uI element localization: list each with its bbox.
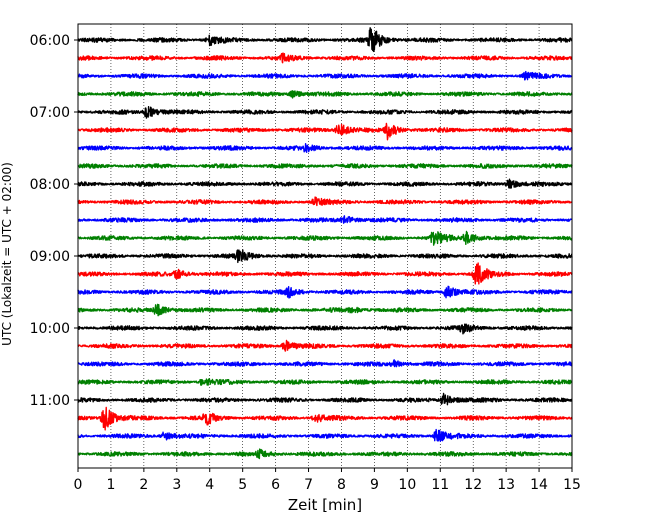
trace-0715: [77, 122, 573, 141]
trace-1000: [77, 323, 573, 335]
trace-0700: [77, 106, 573, 119]
seismogram-traces: [77, 27, 573, 460]
x-axis-ticks: 0 1 2 3 4 5 6 7 8 9 10 11 12 13 14 15: [74, 468, 581, 493]
x-tick-label: 5: [238, 477, 247, 493]
x-tick-label: 4: [205, 477, 214, 493]
x-tick-label: 12: [464, 477, 482, 493]
y-axis-label: UTC (Lokalzeit = UTC + 02:00): [0, 162, 14, 346]
trace-0645: [77, 90, 573, 99]
x-tick-label: 6: [271, 477, 280, 493]
trace-0630: [77, 70, 573, 81]
trace-0615: [77, 52, 573, 64]
y-tick-label: 06:00: [30, 33, 70, 49]
y-axis-ticks: 06:00 07:00 08:00 09:00 10:00 11:00: [30, 33, 78, 409]
x-tick-label: 13: [497, 477, 515, 493]
x-tick-label: 2: [139, 477, 148, 493]
x-tick-label: 1: [106, 477, 115, 493]
trace-0745: [77, 163, 573, 169]
trace-0945: [77, 303, 573, 317]
x-tick-label: 8: [337, 477, 346, 493]
plot-area-frame: [77, 23, 573, 469]
x-tick-label: 9: [370, 477, 379, 493]
y-tick-label: 10:00: [30, 321, 70, 337]
y-tick-label: 07:00: [30, 105, 70, 121]
trace-1015: [77, 339, 573, 352]
trace-0730: [77, 143, 573, 153]
trace-0900: [77, 249, 573, 264]
trace-0600: [77, 27, 573, 53]
x-tick-label: 15: [563, 477, 581, 493]
vertical-gridlines: [110, 24, 540, 468]
x-tick-label: 7: [304, 477, 313, 493]
x-tick-label: 3: [172, 477, 181, 493]
x-axis-label: Zeit [min]: [288, 496, 362, 514]
x-tick-label: 10: [398, 477, 416, 493]
y-tick-label: 09:00: [30, 249, 70, 265]
trace-1030: [77, 359, 573, 368]
trace-0830: [77, 215, 573, 224]
trace-0915: [77, 262, 573, 285]
trace-1100: [77, 392, 573, 406]
y-tick-label: 08:00: [30, 177, 70, 193]
trace-0800: [77, 178, 573, 189]
trace-0815: [77, 196, 573, 207]
x-tick-label: 11: [431, 477, 449, 493]
x-tick-label: 14: [530, 477, 548, 493]
x-tick-label: 0: [74, 477, 83, 493]
trace-0845: [77, 230, 573, 246]
trace-1145: [77, 448, 573, 460]
y-tick-label: 11:00: [30, 393, 70, 409]
trace-1130: [77, 428, 573, 442]
trace-0930: [77, 285, 573, 299]
trace-1115: [77, 406, 573, 431]
trace-1045: [77, 378, 573, 386]
